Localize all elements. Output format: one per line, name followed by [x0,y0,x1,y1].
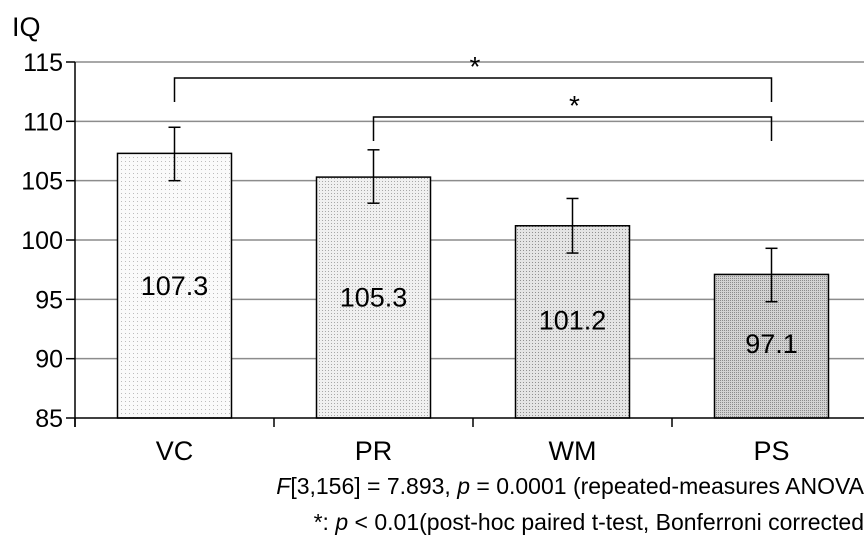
y-tick-label: 105 [21,168,63,196]
y-tick-label: 95 [35,286,63,314]
axes [66,61,864,427]
y-axis-title: IQ [12,12,41,42]
value-label: 97.1 [745,329,798,359]
posthoc-text: < 0.01(post-hoc paired t-test, Bonferron… [348,509,864,535]
y-tick-label: 90 [35,346,63,374]
significance-bracket [372,116,773,141]
y-tick-label: 85 [35,405,63,433]
posthoc-footnote: *: p < 0.01(post-hoc paired t-test, Bonf… [0,509,864,535]
significance-marker: * [569,90,580,121]
category-label: WM [549,436,597,466]
category-label: PR [355,436,393,466]
significance-marker: * [470,51,481,82]
value-label: 101.2 [539,306,607,336]
y-tick-label: 115 [23,49,63,77]
category-label: VC [156,436,194,466]
category-label: PS [753,436,789,466]
p-value: = 0.0001 (repeated-measures ANOVA [470,473,864,499]
y-tick-label: 100 [21,227,63,255]
value-label: 105.3 [340,282,408,312]
bars [116,126,830,419]
significance-bracket [173,77,773,102]
asterisk-key: *: [313,509,336,535]
anova-footnote: F[3,156] = 7.893, p = 0.0001 (repeated-m… [0,473,864,499]
p-symbol: p [457,473,470,499]
value-label: 107.3 [141,271,209,301]
f-stat: [3,156] = 7.893, [290,473,458,499]
p-symbol-2: p [335,509,349,535]
y-tick-label: 110 [23,108,63,136]
labels: 85 90 95 100 105 110 115 107.3 VC 105.3 PR 101.2 WM 9… [21,49,798,466]
f-symbol: F [276,473,291,499]
